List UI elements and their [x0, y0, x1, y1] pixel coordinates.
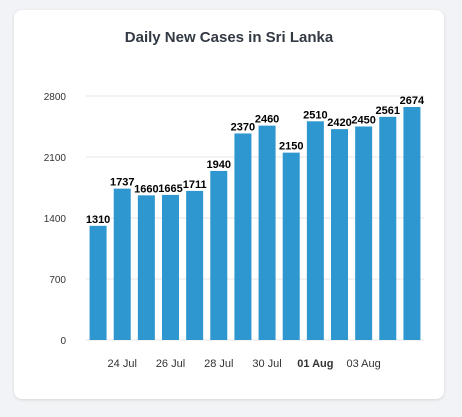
data-label: 1660: [134, 183, 158, 195]
y-tick-label: 0: [60, 336, 66, 347]
y-tick-label: 2800: [44, 92, 67, 103]
data-label: 2370: [231, 121, 255, 133]
data-label: 2450: [351, 115, 375, 127]
bar: [162, 194, 179, 340]
chart-title: Daily New Cases in Sri Lanka: [124, 29, 334, 46]
x-tick-label: 30 Jul: [252, 358, 281, 370]
data-label: 1737: [110, 177, 134, 189]
bar: [379, 116, 397, 340]
bar: [403, 106, 421, 340]
bar: [89, 225, 107, 340]
bar: [258, 125, 276, 340]
bar: [306, 121, 324, 341]
data-label: 1665: [158, 183, 182, 195]
x-tick-label: 01 Aug: [297, 358, 333, 370]
bar: [186, 190, 204, 340]
bar: [282, 152, 300, 340]
data-label: 1940: [207, 159, 231, 171]
bar: [234, 133, 252, 340]
bar: [331, 129, 348, 340]
data-label: 2510: [303, 109, 327, 121]
data-label: 2561: [376, 105, 400, 117]
bar: [137, 195, 155, 340]
x-tick-label: 24 Jul: [108, 358, 137, 370]
data-label: 1310: [86, 214, 110, 226]
data-label: 2460: [255, 114, 279, 126]
x-tick-label: 26 Jul: [156, 358, 185, 370]
y-tick-label: 2100: [44, 153, 67, 164]
x-tick-label: 28 Jul: [204, 358, 233, 370]
bar: [355, 126, 373, 340]
data-label: 2674: [400, 95, 425, 107]
x-tick-label: 03 Aug: [347, 358, 381, 370]
y-tick-label: 700: [49, 275, 66, 286]
data-label: 2420: [327, 117, 351, 129]
bar: [210, 170, 228, 340]
data-label: 1711: [183, 179, 207, 191]
bar: [113, 188, 131, 340]
data-label: 2150: [279, 141, 303, 153]
chart-card: Daily New Cases in Sri Lanka 0 700 1400 210…: [14, 10, 444, 399]
y-tick-label: 1400: [44, 214, 67, 225]
